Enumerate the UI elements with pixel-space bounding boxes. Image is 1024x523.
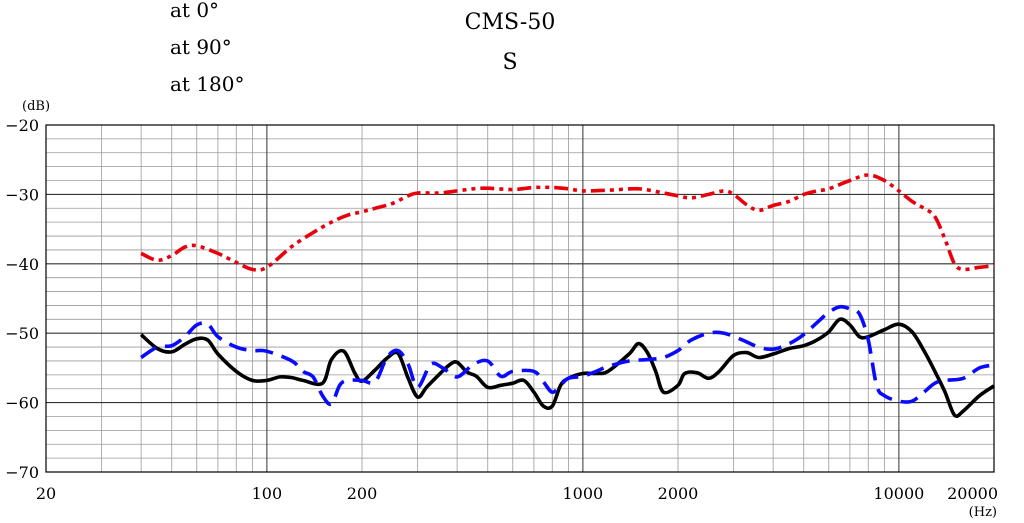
x-axis-label: (Hz) [969,505,997,520]
y-tick-label: −30 [5,185,39,204]
y-tick-label: −70 [5,463,39,482]
plot-frame [45,124,995,473]
x-tick-label: 2000 [658,484,699,503]
title-block: CMS-50 S [400,8,620,78]
legend-label-180deg: at 180° [170,72,245,96]
y-tick-label: −20 [5,116,39,135]
y-tick-label: −50 [5,324,39,343]
series-line-0deg [139,317,996,418]
x-tick-label: 20000 [947,484,998,503]
series-line-180deg [140,304,995,407]
x-tick-label: 20 [36,484,56,503]
legend-label-90deg: at 90° [170,35,232,59]
y-tick-label: −60 [5,394,39,413]
legend-label-0deg: at 0° [170,0,220,22]
series-line-90deg [140,173,995,272]
x-tick-label: 200 [347,484,378,503]
chart-subtitle: S [502,50,518,75]
y-tick-label: −40 [5,255,39,274]
x-tick-label: 1000 [563,484,604,503]
x-tick-label: 10000 [873,484,924,503]
y-axis-label: (dB) [22,99,50,114]
chart-title: CMS-50 [464,10,556,35]
x-tick-label: 100 [252,484,283,503]
